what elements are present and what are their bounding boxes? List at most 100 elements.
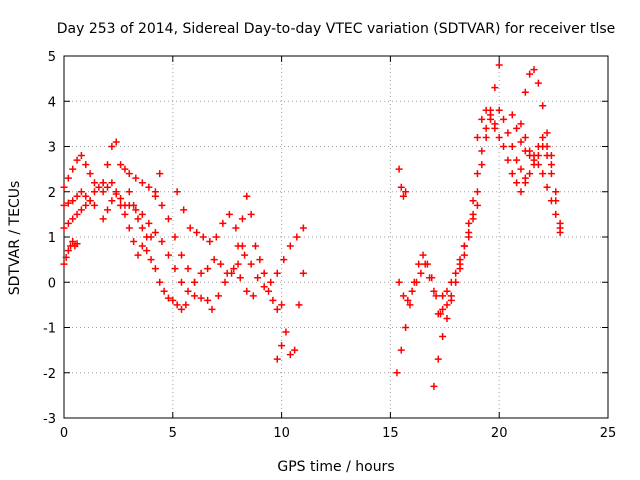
data-point — [495, 106, 503, 114]
data-point — [164, 294, 172, 302]
data-point — [210, 256, 218, 264]
data-point — [77, 188, 85, 196]
data-point — [402, 188, 410, 196]
data-point — [286, 242, 294, 250]
data-point — [90, 201, 98, 209]
data-point — [121, 165, 129, 173]
chart-title: Day 253 of 2014, Sidereal Day-to-day VTE… — [57, 21, 616, 37]
data-points — [60, 61, 564, 390]
data-point — [86, 197, 94, 205]
series-arc-17 — [430, 106, 494, 390]
data-point — [552, 210, 560, 218]
data-point — [206, 238, 214, 246]
data-point — [234, 260, 242, 268]
data-point — [147, 256, 155, 264]
data-point — [151, 228, 159, 236]
data-point — [495, 61, 503, 69]
data-point — [160, 287, 168, 295]
x-axis-label: GPS time / hours — [277, 459, 394, 475]
data-point — [108, 143, 116, 150]
data-point — [173, 188, 181, 196]
data-point — [158, 201, 166, 209]
y-tick-label: -2 — [43, 367, 56, 382]
data-point — [269, 296, 277, 304]
data-point — [132, 174, 140, 182]
data-point — [395, 165, 403, 173]
data-point — [191, 278, 199, 286]
data-point — [208, 305, 216, 313]
data-point — [186, 224, 194, 232]
data-point — [73, 192, 81, 200]
data-point — [156, 170, 164, 178]
data-point — [456, 265, 464, 273]
data-point — [64, 199, 72, 207]
data-point — [478, 147, 486, 155]
data-point — [247, 210, 255, 218]
series-arc-16 — [395, 260, 438, 304]
data-point — [469, 215, 477, 223]
data-point — [249, 292, 257, 300]
data-point — [299, 224, 307, 232]
x-tick-label: 25 — [600, 426, 617, 441]
data-point — [180, 206, 188, 214]
data-point — [82, 201, 90, 209]
data-point — [521, 88, 529, 96]
data-point — [517, 165, 525, 173]
series-arc-4 — [60, 179, 107, 232]
data-point — [99, 179, 107, 187]
data-point — [132, 206, 140, 214]
data-point — [439, 292, 447, 300]
data-point — [217, 260, 225, 268]
data-point — [473, 201, 481, 209]
data-point — [232, 224, 240, 232]
x-tick-label: 0 — [60, 426, 68, 441]
data-point — [552, 188, 560, 196]
data-point — [117, 195, 125, 203]
y-tick-label: 0 — [48, 276, 56, 291]
data-point — [125, 224, 133, 232]
data-point — [526, 147, 534, 155]
data-point — [443, 287, 451, 295]
data-point — [280, 256, 288, 264]
data-point — [199, 233, 207, 241]
data-point — [86, 170, 94, 178]
data-point — [397, 183, 405, 191]
series-arc-7 — [99, 179, 190, 313]
data-point — [138, 210, 146, 218]
data-point — [99, 188, 107, 196]
series-arc-19 — [439, 201, 481, 300]
series-arc-14 — [395, 165, 410, 200]
data-point — [64, 174, 72, 182]
data-point — [473, 133, 481, 141]
data-point — [393, 369, 401, 377]
data-point — [504, 156, 512, 164]
data-point — [230, 265, 238, 273]
data-point — [236, 274, 244, 282]
data-point — [543, 143, 551, 150]
data-point — [295, 301, 303, 309]
data-point — [430, 287, 438, 295]
data-point — [182, 301, 190, 309]
data-point — [125, 188, 133, 196]
x-tick-label: 20 — [491, 426, 508, 441]
data-point — [517, 138, 525, 146]
data-point — [134, 215, 142, 223]
data-point — [197, 294, 205, 302]
y-tick-label: 1 — [48, 231, 56, 246]
data-point — [278, 301, 286, 309]
data-point — [108, 179, 116, 187]
data-point — [169, 296, 177, 304]
data-point — [432, 292, 440, 300]
data-point — [547, 161, 555, 169]
data-point — [158, 238, 166, 246]
data-point — [430, 382, 438, 390]
data-point — [539, 170, 547, 178]
data-point — [556, 228, 564, 236]
data-point — [526, 70, 534, 78]
data-point — [112, 138, 120, 146]
data-point — [500, 143, 508, 150]
data-point — [214, 292, 222, 300]
data-point — [204, 296, 212, 304]
data-point — [77, 206, 85, 214]
